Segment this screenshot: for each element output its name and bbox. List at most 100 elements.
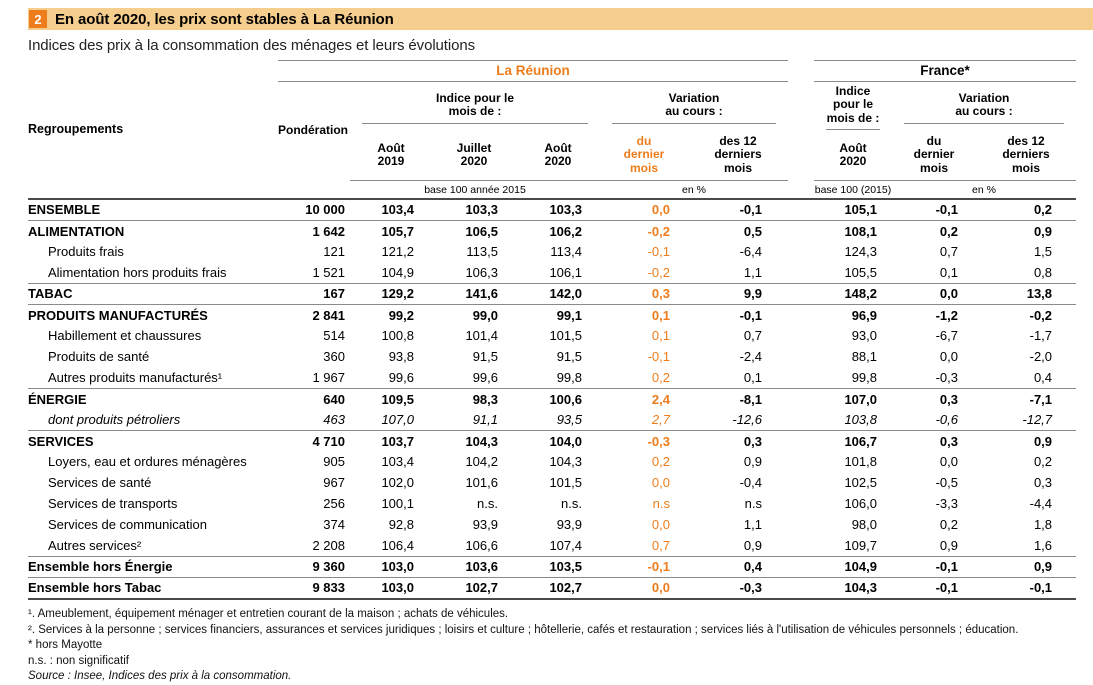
value-cell: -6,4: [739, 244, 762, 260]
value-cell: 0,9: [1033, 433, 1053, 449]
value-cell: 98,0: [851, 517, 877, 533]
column-gap: [788, 242, 814, 263]
reunion-title: La Réunion: [496, 63, 570, 79]
column-gap: [788, 515, 814, 536]
value-cell: 103,7: [381, 433, 414, 449]
value-cell: -0,3: [688, 577, 788, 601]
value-cell: 1 521: [278, 262, 350, 285]
value-cell: 0,3: [743, 433, 762, 449]
value-cell: n.s: [652, 496, 670, 512]
value-cell: 96,9: [851, 307, 877, 323]
value-cell: -1,2: [935, 307, 958, 323]
value-cell: 0,2: [600, 367, 688, 390]
value-cell: 1,1: [743, 517, 762, 533]
value-cell: 104,2: [465, 454, 498, 470]
value-cell: 0,9: [892, 535, 976, 558]
value-cell: 93,0: [851, 328, 877, 344]
column-gap: [788, 283, 814, 306]
row-label: Autres services²: [28, 535, 278, 558]
value-cell: 106,1: [516, 262, 600, 285]
table-row: Ensemble hors Énergie 9 360 103,0 103,6 103,…: [28, 556, 1077, 579]
value-cell: 0,9: [976, 556, 1077, 579]
value-cell: 104,9: [814, 556, 892, 579]
column-header-row: Août 2019 Juillet 2020 Août 2020 du dern…: [28, 130, 1077, 181]
france-variation-group-header: Variation au cours :: [892, 82, 1076, 131]
value-cell: 104,3: [549, 454, 582, 470]
value-cell: 0,9: [1033, 223, 1053, 239]
value-cell: -0,2: [647, 223, 670, 239]
value-cell: n.s.: [561, 496, 582, 512]
table-row: Ensemble hors Tabac 9 833 103,0 102,7 102,7 0…: [28, 577, 1077, 601]
value-cell: -4,4: [1029, 496, 1053, 512]
value-cell: 104,3: [465, 433, 498, 449]
value-cell: 103,6: [432, 556, 516, 579]
value-cell: -0,1: [739, 307, 762, 323]
value-cell: -12,6: [688, 409, 788, 432]
value-cell: 0,3: [600, 283, 688, 306]
column-gap: [788, 556, 814, 579]
value-cell: 102,5: [844, 475, 877, 491]
value-cell: -0,2: [600, 262, 688, 285]
value-cell: 141,6: [432, 283, 516, 306]
value-cell: 0,4: [976, 367, 1077, 390]
value-cell: 0,2: [939, 517, 958, 533]
value-cell: 107,4: [516, 535, 600, 558]
row-label: Ensemble hors Tabac: [28, 577, 278, 601]
value-cell: 105,5: [814, 262, 892, 285]
value-cell: 0,0: [600, 577, 688, 601]
column-gap: [788, 221, 814, 242]
value-cell: 103,8: [814, 409, 892, 432]
value-cell: 106,5: [465, 223, 498, 239]
table-row: Services de communication 374 92,8 93,9 93,9…: [28, 515, 1076, 536]
value-cell: 0,0: [939, 349, 958, 365]
value-cell: 101,5: [549, 475, 582, 491]
reunion-variation-group-header: Variation au cours :: [600, 82, 788, 131]
value-cell: 91,1: [432, 409, 516, 432]
france-title: France*: [920, 63, 970, 79]
value-cell: 93,9: [556, 517, 582, 533]
value-cell: 10 000: [278, 199, 350, 222]
table-row: Autres produits manufacturés¹ 1 967 99,6 99…: [28, 367, 1077, 390]
value-cell: 967: [323, 475, 345, 491]
value-cell: 91,5: [472, 349, 498, 365]
value-cell: 0,0: [939, 454, 958, 470]
row-label: Services de communication: [48, 517, 207, 533]
value-cell: -0,1: [892, 199, 976, 222]
reunion-base-note: base 100 année 2015: [424, 183, 526, 196]
row-label: Services de transports: [48, 496, 178, 512]
value-cell: 2 208: [278, 535, 350, 558]
reunion-region-header: La Réunion: [278, 60, 788, 82]
value-cell: 1,8: [1033, 517, 1053, 533]
column-gap: [788, 452, 814, 473]
table-row: Alimentation hors produits frais 1 521 104…: [28, 262, 1077, 285]
value-cell: 0,9: [743, 454, 762, 470]
value-cell: 99,0: [472, 307, 498, 323]
value-cell: 0,0: [892, 283, 976, 306]
col-header-france-dernier-mois: du dernier mois: [892, 130, 976, 181]
value-cell: 104,9: [350, 262, 432, 285]
value-cell: 2 841: [312, 307, 345, 323]
value-cell: 463: [278, 409, 350, 432]
row-label: Alimentation hors produits frais: [28, 262, 278, 285]
france-unit-note: en %: [972, 183, 996, 196]
value-cell: -0,3: [892, 367, 976, 390]
footnote-ns: n.s. : non significatif: [28, 654, 129, 667]
footnote-1: ¹. Ameublement, équipement ménager et en…: [28, 608, 509, 621]
value-cell: -7,1: [1029, 391, 1053, 407]
value-cell: 105,1: [814, 199, 892, 222]
value-cell: 0,0: [600, 199, 688, 222]
value-cell: 0,5: [743, 223, 762, 239]
value-cell: 0,0: [651, 517, 670, 533]
value-cell: 99,8: [516, 367, 600, 390]
column-gap: [788, 577, 814, 601]
table-row: Autres services² 2 208 106,4 106,6 107,4 0,7 0…: [28, 535, 1077, 558]
value-cell: 0,2: [1033, 454, 1053, 470]
row-label: TABAC: [28, 283, 278, 306]
column-gap: [788, 431, 814, 452]
footnotes: ¹. Ameublement, équipement ménager et en…: [28, 607, 1093, 685]
column-gap: [788, 326, 814, 347]
value-cell: -0,1: [892, 577, 976, 601]
value-cell: 2,4: [651, 391, 670, 407]
footnote-asterisk: * hors Mayotte: [28, 639, 103, 652]
table-row: Services de transports 256 100,1 n.s. n.s. n.…: [28, 494, 1076, 515]
